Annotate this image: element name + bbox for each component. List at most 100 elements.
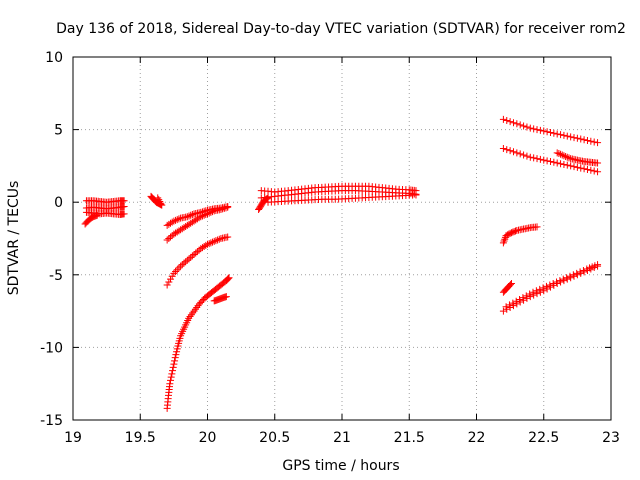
data-point [192, 249, 200, 257]
data-point [166, 380, 174, 388]
data-point [157, 199, 165, 207]
data-point [546, 129, 554, 137]
data-point [557, 150, 565, 158]
data-point [500, 237, 508, 245]
data-point [523, 152, 531, 160]
data-point [168, 272, 176, 280]
data-point [224, 275, 232, 283]
data-point [507, 280, 515, 288]
data-point [183, 213, 191, 221]
data-point [560, 152, 568, 160]
data-point [523, 123, 531, 131]
data-point [563, 274, 571, 282]
data-point [120, 203, 128, 211]
data-point [526, 124, 534, 132]
data-point [583, 166, 591, 174]
data-point [530, 125, 538, 133]
x-tick-label: 21 [333, 430, 351, 446]
data-point [170, 360, 178, 368]
data-point [505, 301, 513, 309]
data-point [197, 213, 205, 221]
data-point [557, 160, 565, 168]
data-point [577, 135, 585, 143]
data-point [219, 205, 227, 213]
data-point [168, 370, 176, 378]
data-point [173, 348, 181, 356]
x-tick-label: 19 [64, 430, 82, 446]
data-point [499, 307, 507, 315]
data-point [533, 126, 541, 134]
data-point [543, 157, 551, 165]
data-point [200, 211, 208, 219]
data-point [193, 303, 201, 311]
data-point [550, 158, 558, 166]
series-seg-c4 [163, 274, 233, 412]
data-point [163, 281, 171, 289]
data-point [553, 278, 561, 286]
data-point [533, 155, 541, 163]
data-point [557, 131, 565, 139]
data-point [522, 292, 530, 300]
series-seg-c2 [163, 203, 232, 244]
data-point [225, 274, 233, 282]
data-point [503, 146, 511, 154]
data-point [530, 154, 538, 162]
data-point [512, 297, 520, 305]
data-point [520, 122, 528, 130]
data-point [563, 132, 571, 140]
data-point [555, 150, 563, 158]
x-tick-label: 20.5 [259, 430, 290, 446]
data-point [546, 158, 554, 166]
data-point [180, 259, 188, 267]
data-point [553, 149, 561, 157]
data-point [513, 149, 521, 157]
data-point [559, 275, 567, 283]
series-seg-e4 [499, 223, 541, 247]
data-point [565, 154, 573, 162]
data-point [214, 236, 222, 244]
data-point [562, 152, 570, 160]
data-point [189, 309, 197, 317]
data-point [175, 215, 183, 223]
data-point [542, 282, 550, 290]
data-point [412, 191, 420, 199]
data-point [120, 210, 128, 218]
data-point [163, 236, 171, 244]
data-point [526, 290, 534, 298]
data-point [526, 153, 534, 161]
data-point [224, 233, 232, 241]
data-point [171, 357, 179, 365]
data-point [172, 351, 180, 359]
data-point [224, 274, 232, 282]
data-point [209, 208, 217, 216]
data-point [173, 216, 181, 224]
data-point [195, 214, 203, 222]
data-point [178, 261, 186, 269]
data-point [168, 218, 176, 226]
data-point [155, 196, 163, 204]
data-point [499, 115, 507, 123]
data-point [540, 287, 548, 295]
data-point [170, 269, 178, 277]
data-point [570, 163, 578, 171]
data-point [516, 121, 524, 129]
data-point [573, 269, 581, 277]
data-point [177, 262, 185, 270]
series-seg-e7 [502, 261, 602, 311]
data-point [594, 261, 602, 269]
data-point [576, 268, 584, 276]
data-point [587, 166, 595, 174]
data-point [263, 195, 271, 203]
data-point [187, 211, 195, 219]
data-point [187, 311, 195, 319]
data-point [190, 250, 198, 258]
series-seg-d4 [255, 194, 272, 213]
data-point [563, 153, 571, 161]
data-point [509, 148, 517, 156]
data-point [158, 201, 166, 209]
data-point [519, 294, 527, 302]
x-tick-label: 22 [468, 430, 486, 446]
data-point [185, 314, 193, 322]
data-point [215, 235, 223, 243]
y-tick-label: -5 [49, 268, 63, 284]
